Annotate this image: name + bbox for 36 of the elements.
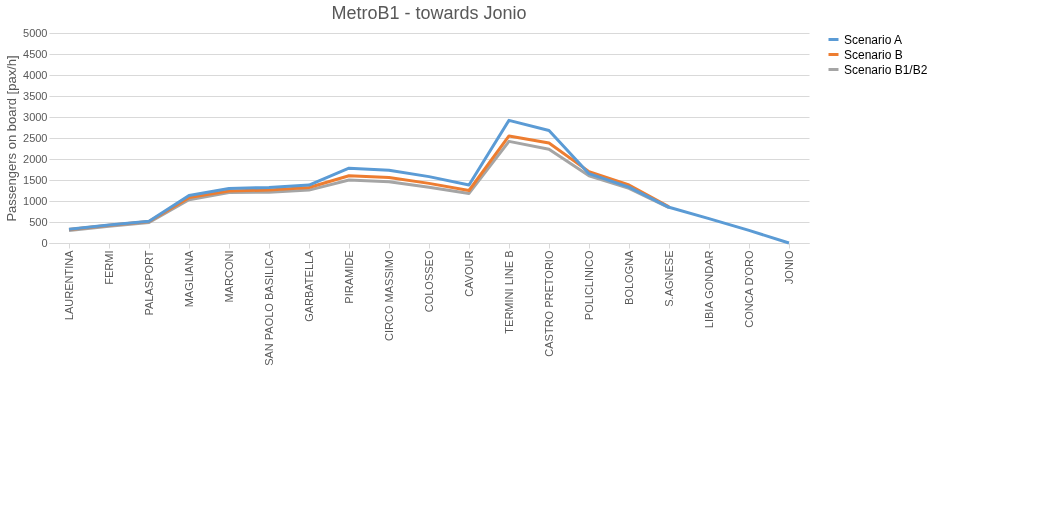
x-tick-label: FERMI [102,250,115,285]
x-tick-label: S.AGNESE [662,250,675,307]
x-tick-label: POLICLINICO [582,250,595,321]
chart-title: MetroB1 - towards Jonio [331,3,527,23]
y-tick-label: 3000 [23,110,48,123]
x-tick-label: COLOSSEO [422,250,435,313]
y-tick-label: 4000 [23,68,48,81]
line-series [67,118,791,245]
y-axis-title: Passengers on board [pax/h] [4,55,20,222]
x-tick-label: BOLOGNA [622,249,635,305]
x-tick-label: CIRCO MASSIMO [382,250,395,341]
y-tick-label: 2000 [23,152,48,165]
y-tick-label: 1000 [23,194,48,207]
y-tick-label: 3500 [23,89,48,102]
y-tick-label: 5000 [23,26,48,39]
x-tick-label: SAN PAOLO BASILICA [262,249,275,366]
x-tick-label: TERMINI LINE B [502,250,515,334]
y-tick-label: 2500 [23,131,48,144]
y-tick-label: 0 [41,236,48,249]
x-tick-label: GARBATELLA [302,249,315,322]
x-tick-label: MARCONI [222,250,235,303]
y-tick-label: 4500 [23,47,48,60]
x-tick-label: JONIO [782,250,795,285]
legend-label: Scenario B [844,47,903,62]
legend-label: Scenario A [844,32,903,47]
x-tick-label: LIBIA GONDAR [702,250,715,329]
x-tick-label: LAURENTINA [62,249,75,321]
y-tick-label: 1500 [23,173,48,186]
x-tick-label: CAVOUR [462,250,475,297]
y-tick-label: 500 [29,215,48,228]
x-tick-label: PIRAMIDE [342,250,355,304]
x-tick-label: CONCA D'ORO [742,250,755,328]
legend-label: Scenario B1/B2 [844,62,928,77]
x-tick-label: MAGLIANA [182,249,195,308]
x-tick-label: PALASPORT [142,250,155,316]
x-tick-label: CASTRO PRETORIO [542,250,555,357]
